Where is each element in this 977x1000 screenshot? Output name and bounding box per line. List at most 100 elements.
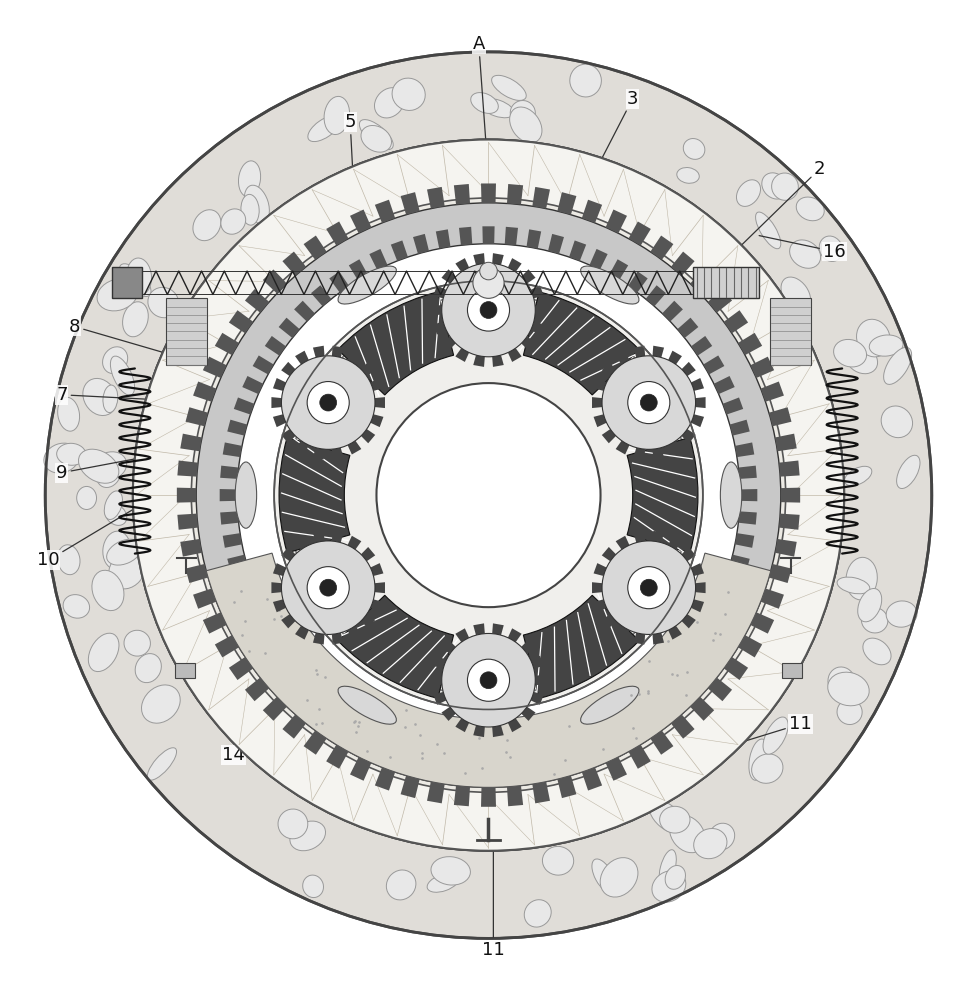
Ellipse shape [858,588,881,622]
Ellipse shape [110,356,135,395]
Ellipse shape [886,601,917,627]
Polygon shape [427,782,445,803]
Circle shape [628,382,670,424]
Polygon shape [263,697,287,721]
Polygon shape [671,714,695,739]
Ellipse shape [600,858,638,897]
Polygon shape [442,707,455,721]
Circle shape [467,659,510,701]
Ellipse shape [837,699,862,725]
Polygon shape [220,511,238,525]
Circle shape [307,567,349,609]
Polygon shape [349,259,367,280]
Ellipse shape [665,865,686,889]
Ellipse shape [570,64,602,97]
Ellipse shape [755,212,781,249]
Polygon shape [348,351,361,365]
Polygon shape [455,628,469,642]
Text: 9: 9 [56,454,162,482]
Polygon shape [735,533,754,548]
Polygon shape [455,348,469,362]
Ellipse shape [881,406,913,438]
Polygon shape [436,742,450,761]
Polygon shape [375,397,385,408]
FancyBboxPatch shape [770,298,811,365]
Ellipse shape [592,859,616,893]
Polygon shape [370,599,383,612]
Polygon shape [215,635,239,657]
Polygon shape [273,563,286,576]
Ellipse shape [88,633,119,672]
Polygon shape [724,657,748,680]
Ellipse shape [510,101,535,125]
Polygon shape [483,226,494,244]
Polygon shape [740,489,757,501]
Circle shape [45,52,932,938]
Polygon shape [505,227,518,245]
Polygon shape [691,599,704,612]
Polygon shape [442,337,455,351]
Polygon shape [193,588,216,609]
Polygon shape [569,240,586,261]
Polygon shape [281,614,295,628]
Circle shape [473,267,504,298]
Wedge shape [627,437,698,553]
Ellipse shape [103,385,118,413]
Polygon shape [220,489,237,501]
Polygon shape [313,633,324,645]
Polygon shape [481,183,496,203]
Polygon shape [691,378,704,391]
Polygon shape [193,382,216,402]
Ellipse shape [427,873,459,892]
Polygon shape [473,725,485,737]
Polygon shape [769,564,791,583]
Ellipse shape [83,378,117,416]
Ellipse shape [431,857,470,885]
Polygon shape [186,564,208,583]
Polygon shape [229,310,253,333]
Polygon shape [442,269,455,284]
Polygon shape [628,221,651,246]
Polygon shape [278,652,300,673]
Polygon shape [455,258,469,272]
Polygon shape [348,536,361,550]
Polygon shape [602,362,616,376]
Polygon shape [707,289,732,313]
Ellipse shape [652,871,686,902]
Polygon shape [473,253,485,265]
Polygon shape [178,514,198,530]
Wedge shape [279,437,350,553]
Ellipse shape [542,846,573,875]
Polygon shape [332,448,344,459]
Polygon shape [750,612,774,634]
Ellipse shape [659,806,690,833]
Ellipse shape [235,462,257,528]
Text: 11: 11 [550,715,812,801]
Polygon shape [651,730,673,755]
Circle shape [281,356,375,449]
Polygon shape [181,434,202,451]
Polygon shape [592,397,602,408]
Polygon shape [391,240,408,261]
Ellipse shape [510,107,542,143]
Polygon shape [651,236,673,260]
Ellipse shape [762,173,787,199]
Polygon shape [761,382,784,402]
Polygon shape [361,429,375,443]
Polygon shape [646,684,666,705]
Ellipse shape [360,120,394,150]
Polygon shape [272,397,281,408]
Ellipse shape [44,443,79,473]
Polygon shape [594,599,607,612]
Ellipse shape [846,345,877,374]
Polygon shape [203,357,227,378]
Text: 16: 16 [759,236,846,261]
Polygon shape [606,757,627,781]
Polygon shape [329,698,349,719]
Polygon shape [186,407,208,426]
Polygon shape [628,271,648,293]
Polygon shape [177,488,196,503]
Ellipse shape [749,739,769,780]
Ellipse shape [127,258,151,295]
Polygon shape [220,466,238,479]
